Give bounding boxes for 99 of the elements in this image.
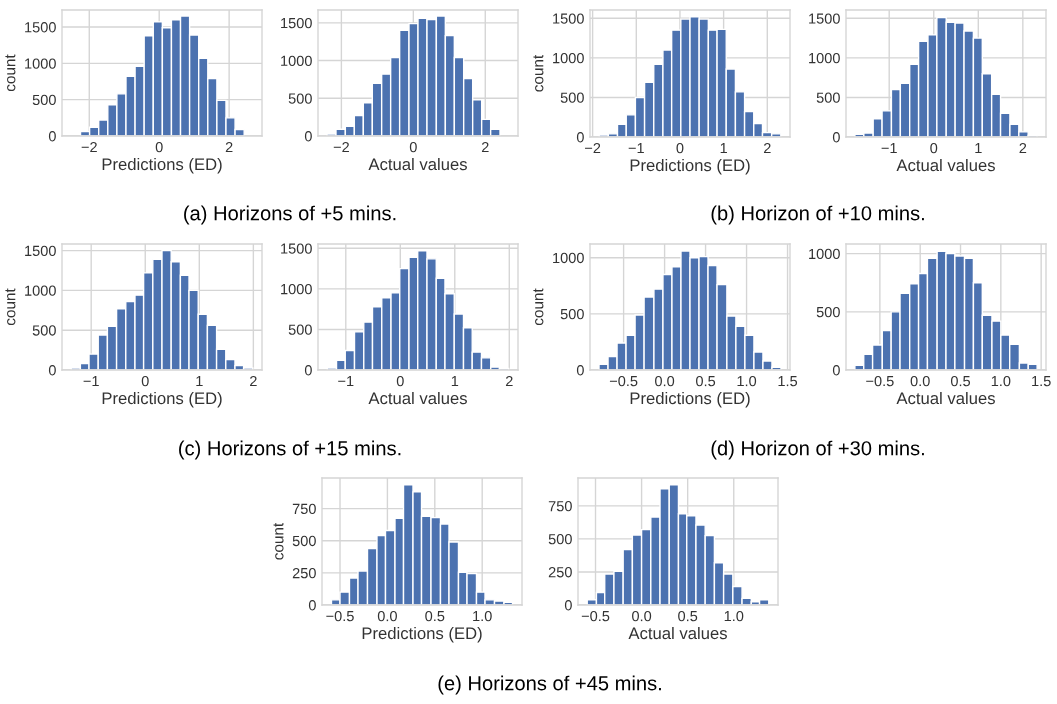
- y-tick-label: 750: [548, 500, 572, 512]
- y-tick-label: 1500: [809, 13, 840, 24]
- text: (b) Horizon of +10 mins.: [711, 205, 924, 225]
- y-tick-label: 0: [832, 132, 840, 143]
- y-tick-label: 0: [48, 365, 56, 376]
- x-tick-label: 0.0: [910, 375, 930, 387]
- x-tick-label: −0.5: [866, 375, 894, 387]
- x-tick-label: −0.5: [581, 610, 610, 622]
- x-tick-label: −1: [881, 143, 897, 154]
- y-tick-label: 500: [548, 534, 572, 545]
- y-axis-title: count: [5, 288, 16, 326]
- y-tick-label: 0: [832, 365, 840, 376]
- x-axis-title: Predictions (ED): [630, 158, 750, 175]
- x-tick-label: 0: [396, 375, 404, 387]
- y-tick-label: 500: [560, 308, 584, 320]
- x-tick-label: 1: [451, 376, 459, 387]
- x-tick-label: 2: [225, 141, 233, 153]
- y-tick-label: 1500: [281, 243, 312, 254]
- y-tick-label: 1500: [25, 245, 56, 257]
- x-tick-label: 1: [196, 376, 203, 387]
- x-tick-label: −2: [333, 141, 349, 153]
- x-tick-label: 2: [763, 142, 771, 154]
- y-tick-label: 500: [560, 92, 584, 103]
- y-tick-label: 500: [292, 535, 316, 547]
- x-axis-title: Predictions (ED): [102, 391, 222, 408]
- x-tick-label: 1: [975, 143, 982, 154]
- x-axis-title: Actual values: [896, 158, 995, 172]
- y-tick-label: 0: [48, 131, 56, 142]
- y-axis-title: count: [533, 54, 544, 92]
- x-tick-label: 0: [155, 141, 163, 153]
- x-axis-title: Actual values: [628, 626, 727, 640]
- x-tick-label: 1.0: [473, 610, 492, 622]
- y-tick-label: 1000: [553, 52, 584, 64]
- y-tick-label: 500: [816, 306, 840, 318]
- text: (c) Horizons of +15 mins.: [179, 440, 401, 460]
- x-tick-label: 0.5: [678, 610, 698, 622]
- y-tick-label: 0: [576, 132, 584, 143]
- x-tick-label: 2: [505, 375, 513, 387]
- x-tick-label: 0.0: [655, 375, 675, 387]
- y-tick-label: 500: [288, 93, 312, 104]
- x-axis-title: Predictions (ED): [362, 626, 482, 643]
- text: (d) Horizon of +30 mins.: [711, 440, 924, 460]
- x-tick-label: 0.0: [632, 610, 652, 622]
- x-tick-label: −1: [83, 376, 99, 387]
- y-tick-label: 1000: [281, 55, 312, 66]
- y-tick-label: 1500: [553, 13, 584, 24]
- x-tick-label: −2: [81, 141, 97, 153]
- y-tick-label: 750: [292, 503, 316, 515]
- y-tick-label: 0: [308, 600, 316, 611]
- y-tick-label: 1500: [25, 22, 56, 33]
- text: (a) Horizons of +5 mins.: [184, 205, 396, 225]
- text: (e) Horizons of +45 mins.: [438, 675, 661, 695]
- y-tick-label: 0: [564, 600, 572, 611]
- x-axis-title: Actual values: [896, 391, 995, 405]
- x-tick-label: 1.5: [778, 376, 798, 387]
- y-tick-label: 500: [288, 324, 312, 335]
- y-tick-label: 0: [576, 365, 584, 376]
- x-tick-label: 0.5: [950, 375, 971, 387]
- x-tick-label: 1.0: [724, 610, 744, 622]
- x-tick-label: −2: [585, 142, 601, 154]
- x-tick-label: −1: [628, 143, 644, 154]
- x-tick-label: 0.5: [425, 610, 445, 622]
- y-tick-label: 0: [304, 131, 312, 142]
- y-tick-label: 500: [32, 325, 56, 336]
- y-tick-label: 500: [32, 94, 56, 106]
- x-tick-label: 2: [1019, 142, 1027, 154]
- x-tick-label: −0.5: [609, 375, 638, 387]
- y-axis-title: count: [5, 54, 16, 92]
- x-axis-title: Actual values: [368, 391, 467, 405]
- y-tick-label: 1000: [25, 285, 56, 296]
- y-tick-label: 250: [292, 567, 316, 579]
- y-tick-label: 1000: [25, 58, 56, 69]
- x-tick-label: 1: [720, 143, 727, 154]
- x-tick-label: 1.0: [991, 375, 1011, 387]
- x-tick-label: −1: [338, 376, 354, 387]
- x-tick-label: −0.5: [326, 610, 354, 622]
- y-axis-title: count: [273, 522, 284, 560]
- y-tick-label: 1000: [809, 52, 840, 64]
- x-tick-label: 0: [930, 142, 938, 154]
- x-tick-label: 2: [481, 141, 489, 153]
- x-axis-title: Predictions (ED): [630, 391, 750, 408]
- x-tick-label: 0.5: [696, 375, 716, 387]
- y-tick-label: 0: [304, 365, 312, 376]
- x-axis-title: Predictions (ED): [102, 157, 222, 174]
- x-tick-label: 0: [676, 142, 684, 154]
- y-tick-label: 1000: [553, 252, 584, 264]
- y-tick-label: 250: [548, 567, 572, 578]
- x-tick-label: 0: [141, 375, 149, 387]
- x-tick-label: 1.0: [737, 375, 757, 387]
- x-tick-label: 0.0: [377, 610, 397, 622]
- x-tick-label: 1.5: [1032, 376, 1051, 387]
- x-tick-label: 0: [409, 141, 417, 153]
- y-tick-label: 500: [816, 92, 840, 103]
- y-axis-title: count: [533, 288, 544, 326]
- y-tick-label: 1000: [809, 248, 840, 260]
- x-axis-title: Actual values: [368, 157, 467, 171]
- y-tick-label: 1000: [281, 283, 312, 295]
- x-tick-label: 2: [250, 375, 257, 387]
- y-tick-label: 1500: [281, 17, 312, 29]
